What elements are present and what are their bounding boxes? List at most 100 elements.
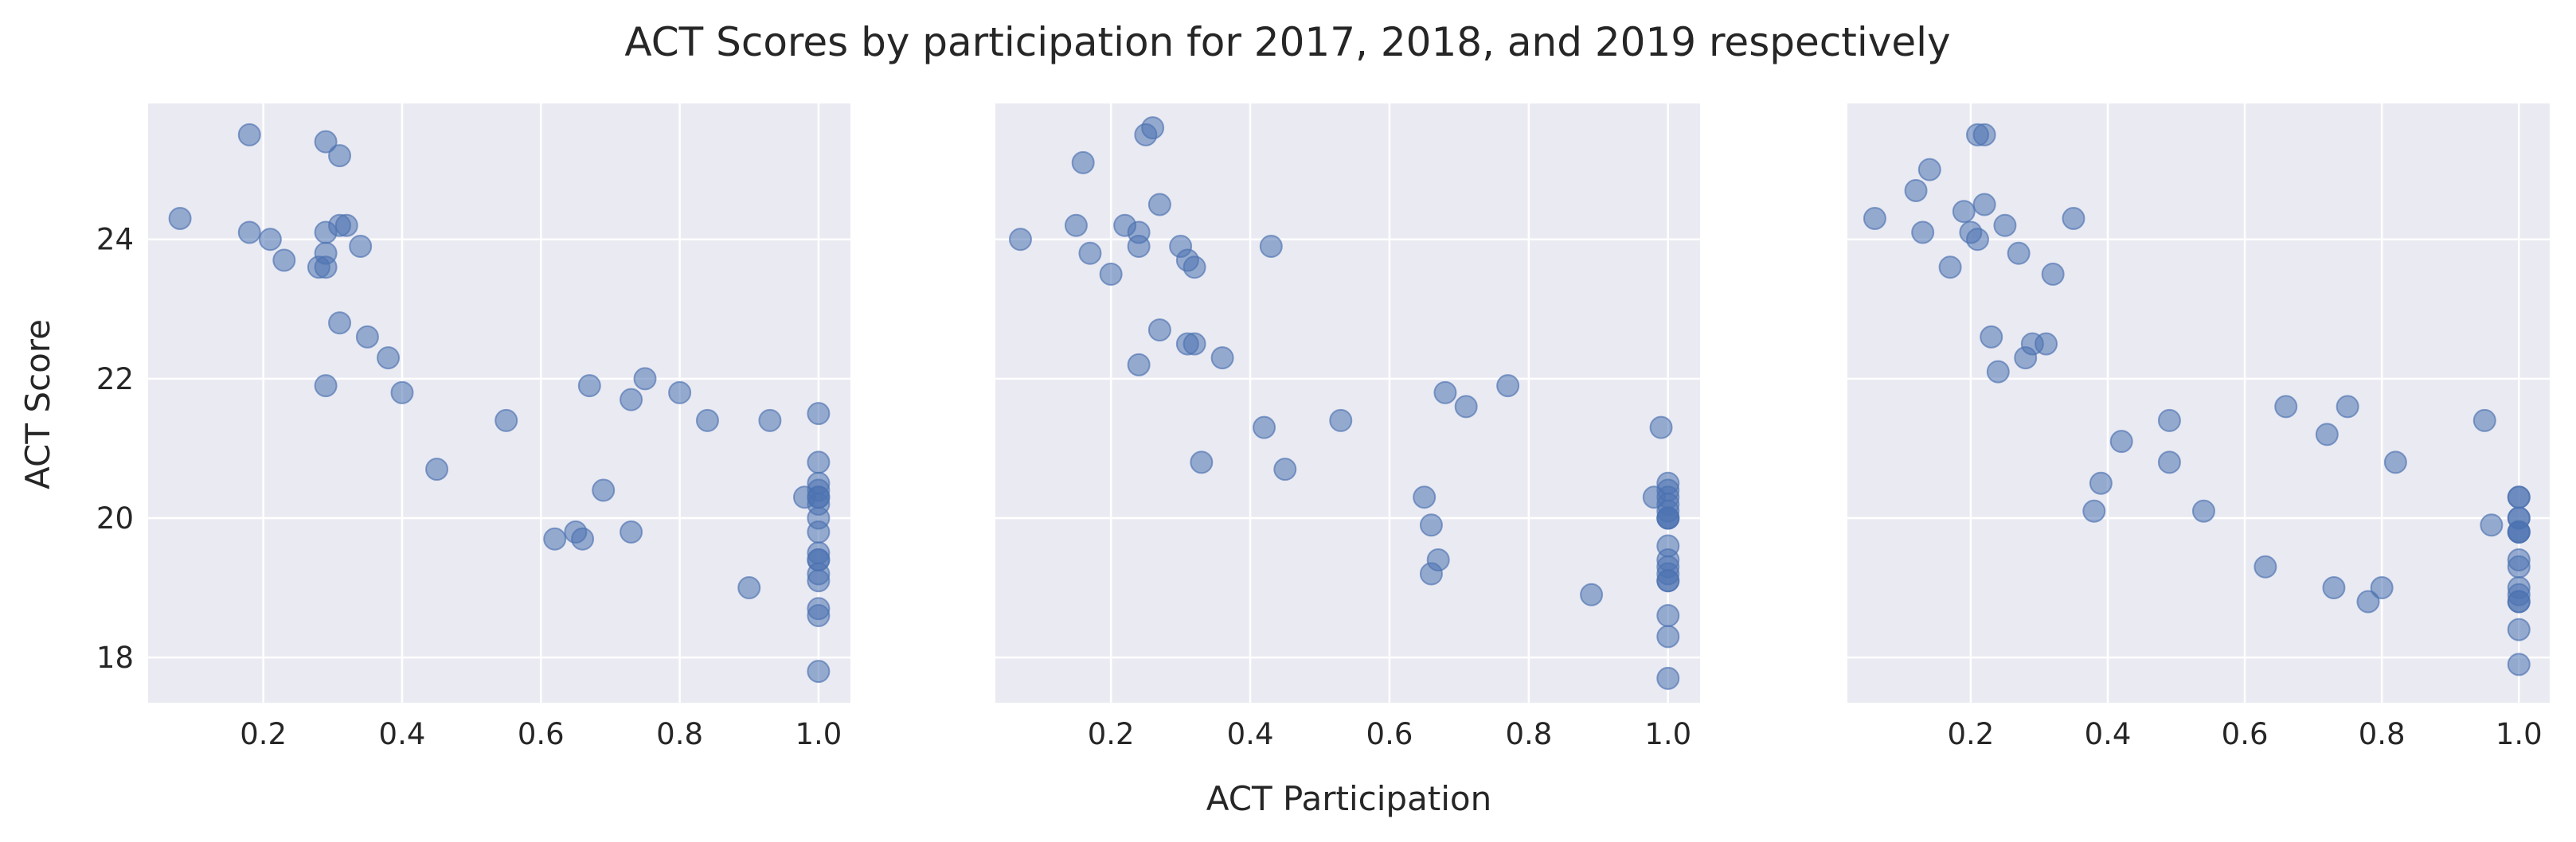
x-tick-label: 0.4 xyxy=(1227,717,1274,751)
y-tick-label: 18 xyxy=(96,641,134,675)
scatter-point xyxy=(577,374,601,398)
chart-title: ACT Scores by participation for 2017, 20… xyxy=(624,19,1950,65)
scatter-point xyxy=(2507,520,2531,544)
scatter-point xyxy=(2507,555,2531,579)
scatter-point xyxy=(2336,395,2359,419)
scatter-point xyxy=(328,144,352,168)
x-tick-label: 0.4 xyxy=(379,717,426,751)
scatter-point xyxy=(737,576,761,600)
scatter-point xyxy=(1993,213,2017,237)
scatter-point xyxy=(1656,506,1680,530)
scatter-point xyxy=(1182,255,1206,279)
scatter-point xyxy=(237,220,261,244)
scatter-point xyxy=(1911,220,1935,244)
scatter-point xyxy=(695,408,719,432)
x-tick-label: 1.0 xyxy=(1644,717,1691,751)
scatter-point xyxy=(1273,458,1297,481)
panel-background xyxy=(995,103,1700,703)
scatter-point xyxy=(1972,123,1996,146)
scatter-point xyxy=(2035,332,2058,356)
scatter-point xyxy=(1965,228,1989,251)
scatter-point xyxy=(758,408,782,432)
scatter-point xyxy=(1071,150,1095,174)
x-tick-label: 0.2 xyxy=(1947,717,1994,751)
scatter-point xyxy=(1419,513,1443,537)
x-tick-label: 0.6 xyxy=(518,717,565,751)
scatter-point xyxy=(258,228,282,251)
scatter-point xyxy=(1099,263,1123,287)
y-tick-label: 20 xyxy=(96,501,134,536)
y-tick-label: 24 xyxy=(96,223,134,257)
x-tick-label: 0.8 xyxy=(656,717,703,751)
scatter-point xyxy=(1413,485,1437,509)
scatter-point xyxy=(349,234,373,258)
scatter-point xyxy=(2356,590,2380,614)
panel-background xyxy=(1847,103,2550,703)
scatter-panel-1: 0.2 0.4 0.6 0.8 1.0 18 20 22 24 xyxy=(96,103,850,751)
scatter-point xyxy=(807,402,831,426)
scatter-point xyxy=(1454,395,1478,419)
scatter-point xyxy=(2322,576,2346,600)
scatter-point xyxy=(314,374,338,398)
scatter-point xyxy=(633,367,657,391)
scatter-point xyxy=(1904,178,1928,202)
scatter-point xyxy=(807,660,831,684)
scatter-point xyxy=(1863,206,1886,230)
y-axis-label: ACT Score xyxy=(18,319,57,489)
scatter-point xyxy=(2507,590,2531,614)
x-tick-label: 0.2 xyxy=(1088,717,1135,751)
scatter-point xyxy=(2041,263,2065,287)
scatter-point xyxy=(1433,380,1457,404)
scatter-panel-3: 0.2 0.4 0.6 0.8 1.0 xyxy=(1847,103,2550,751)
scatter-point xyxy=(390,380,414,404)
scatter-point xyxy=(2082,499,2106,523)
scatter-point xyxy=(2062,206,2085,230)
scatter-point xyxy=(1649,415,1673,439)
scatter-point xyxy=(2507,618,2531,641)
scatter-point xyxy=(1127,234,1151,258)
scatter-point xyxy=(1141,116,1165,140)
scatter-point xyxy=(1656,625,1680,649)
x-tick-label: 0.4 xyxy=(2085,717,2132,751)
scatter-point xyxy=(571,527,595,551)
scatter-point xyxy=(1078,241,1102,265)
x-tick-label: 1.0 xyxy=(2496,717,2543,751)
scatter-point xyxy=(314,255,338,279)
scatter-point xyxy=(668,380,692,404)
scatter-point xyxy=(1656,666,1680,690)
scatter-point xyxy=(620,388,643,411)
scatter-point xyxy=(237,123,261,146)
scatter-point xyxy=(1329,408,1353,432)
scatter-point xyxy=(543,527,567,551)
scatter-panel-2: 0.2 0.4 0.6 0.8 1.0 xyxy=(995,103,1700,751)
scatter-point xyxy=(2157,450,2181,474)
scatter-point xyxy=(807,450,831,474)
scatter-point xyxy=(314,130,338,154)
scatter-point xyxy=(1952,200,1976,224)
x-tick-label: 1.0 xyxy=(795,717,842,751)
scatter-point xyxy=(2507,653,2531,676)
scatter-point xyxy=(168,206,192,230)
scatter-point xyxy=(1656,604,1680,628)
scatter-point xyxy=(2254,555,2277,579)
scatter-point xyxy=(2157,408,2181,432)
scatter-point xyxy=(2315,423,2339,446)
y-tick-label: 22 xyxy=(96,362,134,396)
scatter-point xyxy=(1182,332,1206,356)
scatter-point xyxy=(334,213,358,237)
scatter-point xyxy=(1259,234,1283,258)
scatter-point xyxy=(1210,346,1234,370)
scatter-point xyxy=(807,604,831,628)
scatter-point xyxy=(2089,471,2113,495)
scatter-point xyxy=(1253,415,1276,439)
scatter-point xyxy=(807,520,831,544)
scatter-point xyxy=(328,311,352,335)
scatter-point xyxy=(2370,576,2394,600)
panel-background xyxy=(148,103,850,703)
scatter-point xyxy=(1426,548,1450,572)
x-tick-label: 0.6 xyxy=(1366,717,1413,751)
scatter-point xyxy=(1127,353,1151,376)
scatter-point xyxy=(807,485,831,509)
